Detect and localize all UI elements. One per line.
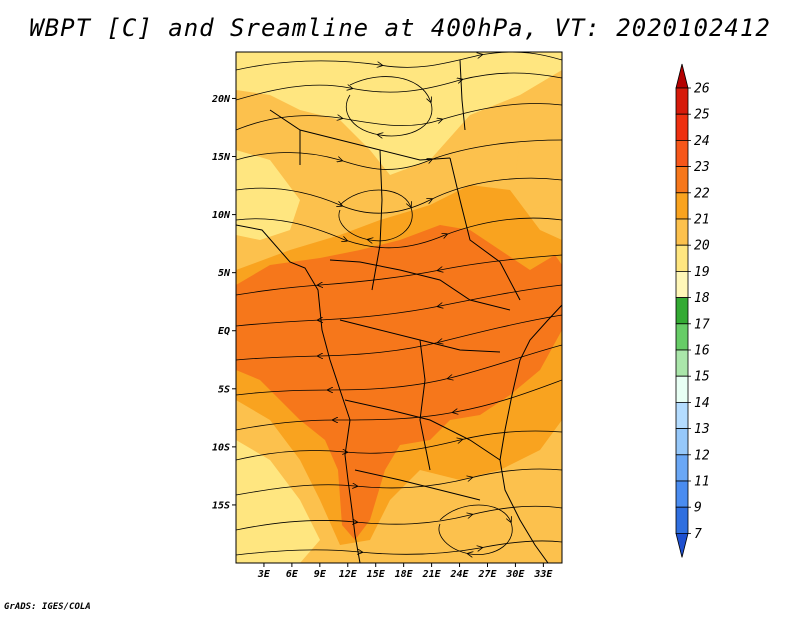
border-line bbox=[371, 149, 383, 291]
colorbar-box bbox=[675, 454, 689, 482]
lat-tick-label: 10N bbox=[212, 210, 231, 221]
colorbar-label: 24 bbox=[694, 134, 710, 149]
border-line bbox=[354, 469, 481, 501]
colorbar-top-triangle bbox=[675, 63, 689, 89]
streamline bbox=[345, 76, 433, 136]
colorbar-label: 11 bbox=[694, 475, 710, 490]
lon-tick-label: 33E bbox=[533, 569, 553, 580]
wbpt-shading bbox=[236, 52, 562, 563]
streamline bbox=[236, 284, 562, 327]
coastline-east bbox=[499, 304, 562, 563]
lon-tick-label: 30E bbox=[505, 569, 525, 580]
colorbar-label: 14 bbox=[694, 396, 710, 411]
streamline bbox=[236, 468, 562, 496]
colorbar-box bbox=[675, 139, 689, 167]
streamline bbox=[338, 189, 413, 241]
border-line bbox=[459, 59, 466, 131]
colorbar-box bbox=[675, 506, 689, 534]
colorbar-label: 19 bbox=[694, 265, 710, 280]
colorbar-box bbox=[675, 323, 689, 351]
streamline bbox=[236, 314, 562, 361]
border-line bbox=[269, 109, 301, 165]
colorbar-box bbox=[675, 480, 689, 508]
colorbar-label: 9 bbox=[694, 501, 702, 516]
streamline bbox=[236, 344, 562, 396]
lat-tick-label: 15S bbox=[212, 500, 230, 511]
streamline bbox=[438, 504, 513, 555]
colorbar-label: 18 bbox=[694, 291, 710, 306]
grads-credit: GrADS: IGES/COLA bbox=[4, 602, 91, 612]
colorbar-box bbox=[675, 375, 689, 403]
lon-tick-label: 18E bbox=[395, 569, 414, 580]
border-line bbox=[419, 339, 431, 471]
lat-tick-label: EQ bbox=[218, 326, 230, 337]
streamline bbox=[236, 540, 562, 556]
lat-tick-label: 10S bbox=[212, 442, 230, 453]
colorbar-bottom-triangle bbox=[675, 533, 689, 558]
colorbar-label: 16 bbox=[694, 344, 710, 359]
colorbar-box bbox=[675, 113, 689, 141]
colorbar-label: 13 bbox=[694, 422, 710, 437]
colorbar: 26 25 24 23 22 21 20 19 18 17 16 15 14 13 12 11 9 7 bbox=[675, 63, 710, 558]
colorbar-box bbox=[675, 166, 689, 194]
colorbar-label: 23 bbox=[694, 160, 710, 175]
colorbar-box bbox=[675, 401, 689, 429]
streamline bbox=[236, 430, 562, 461]
shade-20-21-east-pocket bbox=[515, 80, 562, 210]
colorbar-label: 22 bbox=[694, 186, 710, 201]
colorbar-box bbox=[675, 270, 689, 298]
streamline bbox=[236, 254, 562, 296]
lon-tick-label: 9E bbox=[314, 569, 327, 580]
colorbar-label: 26 bbox=[694, 82, 710, 97]
map-title: WBPT [C] and Sreamline at 400hPa, VT: 20… bbox=[29, 14, 771, 42]
border-line bbox=[449, 157, 521, 301]
colorbar-label: 20 bbox=[694, 239, 710, 254]
colorbar-label: 17 bbox=[694, 317, 710, 332]
colorbar-box bbox=[675, 87, 689, 115]
shade-19-20-southwest bbox=[236, 440, 320, 563]
map-frame bbox=[235, 51, 563, 564]
streamline bbox=[236, 139, 562, 170]
colorbar-box bbox=[675, 218, 689, 246]
colorbar-box bbox=[675, 192, 689, 220]
streamline bbox=[236, 217, 562, 249]
colorbar-box bbox=[675, 428, 689, 456]
lon-tick-label: 3E bbox=[257, 569, 271, 580]
lat-tick-label: 15N bbox=[212, 152, 231, 163]
colorbar-label: 25 bbox=[694, 108, 710, 123]
streamlines bbox=[236, 52, 562, 555]
border-line bbox=[344, 399, 501, 461]
lat-tick-label: 5N bbox=[218, 268, 231, 279]
latitude-axis: 20N 15N 10N 5N EQ 5S 10S 15S bbox=[211, 94, 236, 511]
colorbar-box bbox=[675, 349, 689, 377]
country-borders bbox=[236, 59, 562, 563]
shade-19-20-northwest bbox=[236, 150, 300, 240]
streamline bbox=[236, 505, 562, 531]
colorbar-label: 12 bbox=[694, 448, 710, 463]
lat-tick-label: 20N bbox=[211, 94, 231, 105]
coastline-west bbox=[236, 224, 361, 563]
colorbar-label: 7 bbox=[694, 527, 702, 542]
lon-tick-label: 12E bbox=[339, 569, 358, 580]
lon-tick-label: 6E bbox=[286, 569, 299, 580]
streamline bbox=[236, 72, 562, 101]
lon-tick-label: 15E bbox=[367, 569, 386, 580]
lon-tick-label: 27E bbox=[477, 569, 497, 580]
colorbar-box bbox=[675, 244, 689, 272]
lat-tick-label: 5S bbox=[218, 384, 230, 395]
border-line bbox=[329, 259, 511, 311]
lon-tick-label: 21E bbox=[422, 569, 442, 580]
colorbar-box bbox=[675, 297, 689, 325]
streamline bbox=[236, 379, 562, 431]
colorbar-label: 15 bbox=[694, 370, 710, 385]
lon-tick-label: 24E bbox=[450, 569, 470, 580]
longitude-axis: 3E 6E 9E 12E 15E 18E 21E 24E 27E 30E 33E bbox=[257, 563, 553, 580]
colorbar-label: 21 bbox=[694, 213, 710, 228]
streamline bbox=[236, 52, 562, 71]
